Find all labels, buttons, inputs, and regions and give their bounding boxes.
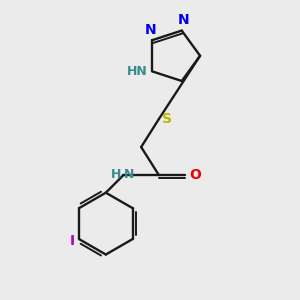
Text: N: N [124, 168, 134, 181]
Text: H: H [111, 168, 121, 181]
Text: HN: HN [127, 65, 148, 78]
Text: I: I [70, 233, 75, 248]
Text: N: N [177, 13, 189, 27]
Text: N: N [145, 23, 157, 37]
Text: S: S [162, 112, 172, 126]
Text: O: O [189, 168, 201, 182]
